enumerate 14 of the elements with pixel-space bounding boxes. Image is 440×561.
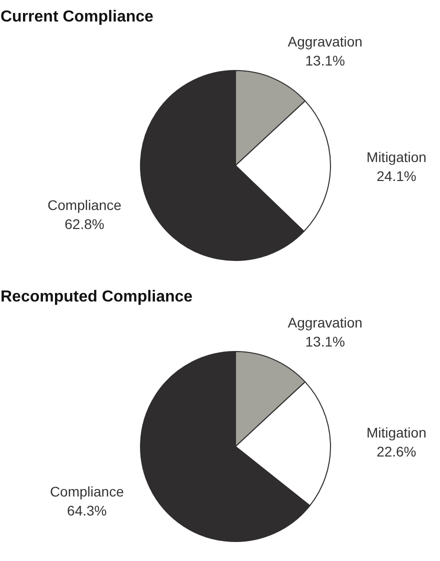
slice-label: Compliance [50, 483, 124, 500]
slice-label: Mitigation [366, 149, 426, 166]
slice-label: Aggravation [288, 33, 362, 50]
slice-label: Aggravation [288, 314, 362, 330]
data-label: 64.3% [67, 502, 107, 518]
data-label: 13.1% [305, 52, 345, 68]
chart-title: Current Compliance [0, 8, 154, 26]
data-label: 62.8% [64, 216, 104, 232]
chart-title: Recomputed Compliance [0, 288, 193, 306]
data-label: 24.1% [376, 168, 416, 184]
slice-label: Mitigation [366, 424, 426, 440]
slice-label: Compliance [48, 196, 122, 213]
data-label: 22.6% [376, 443, 416, 460]
data-label: 13.1% [305, 333, 345, 350]
